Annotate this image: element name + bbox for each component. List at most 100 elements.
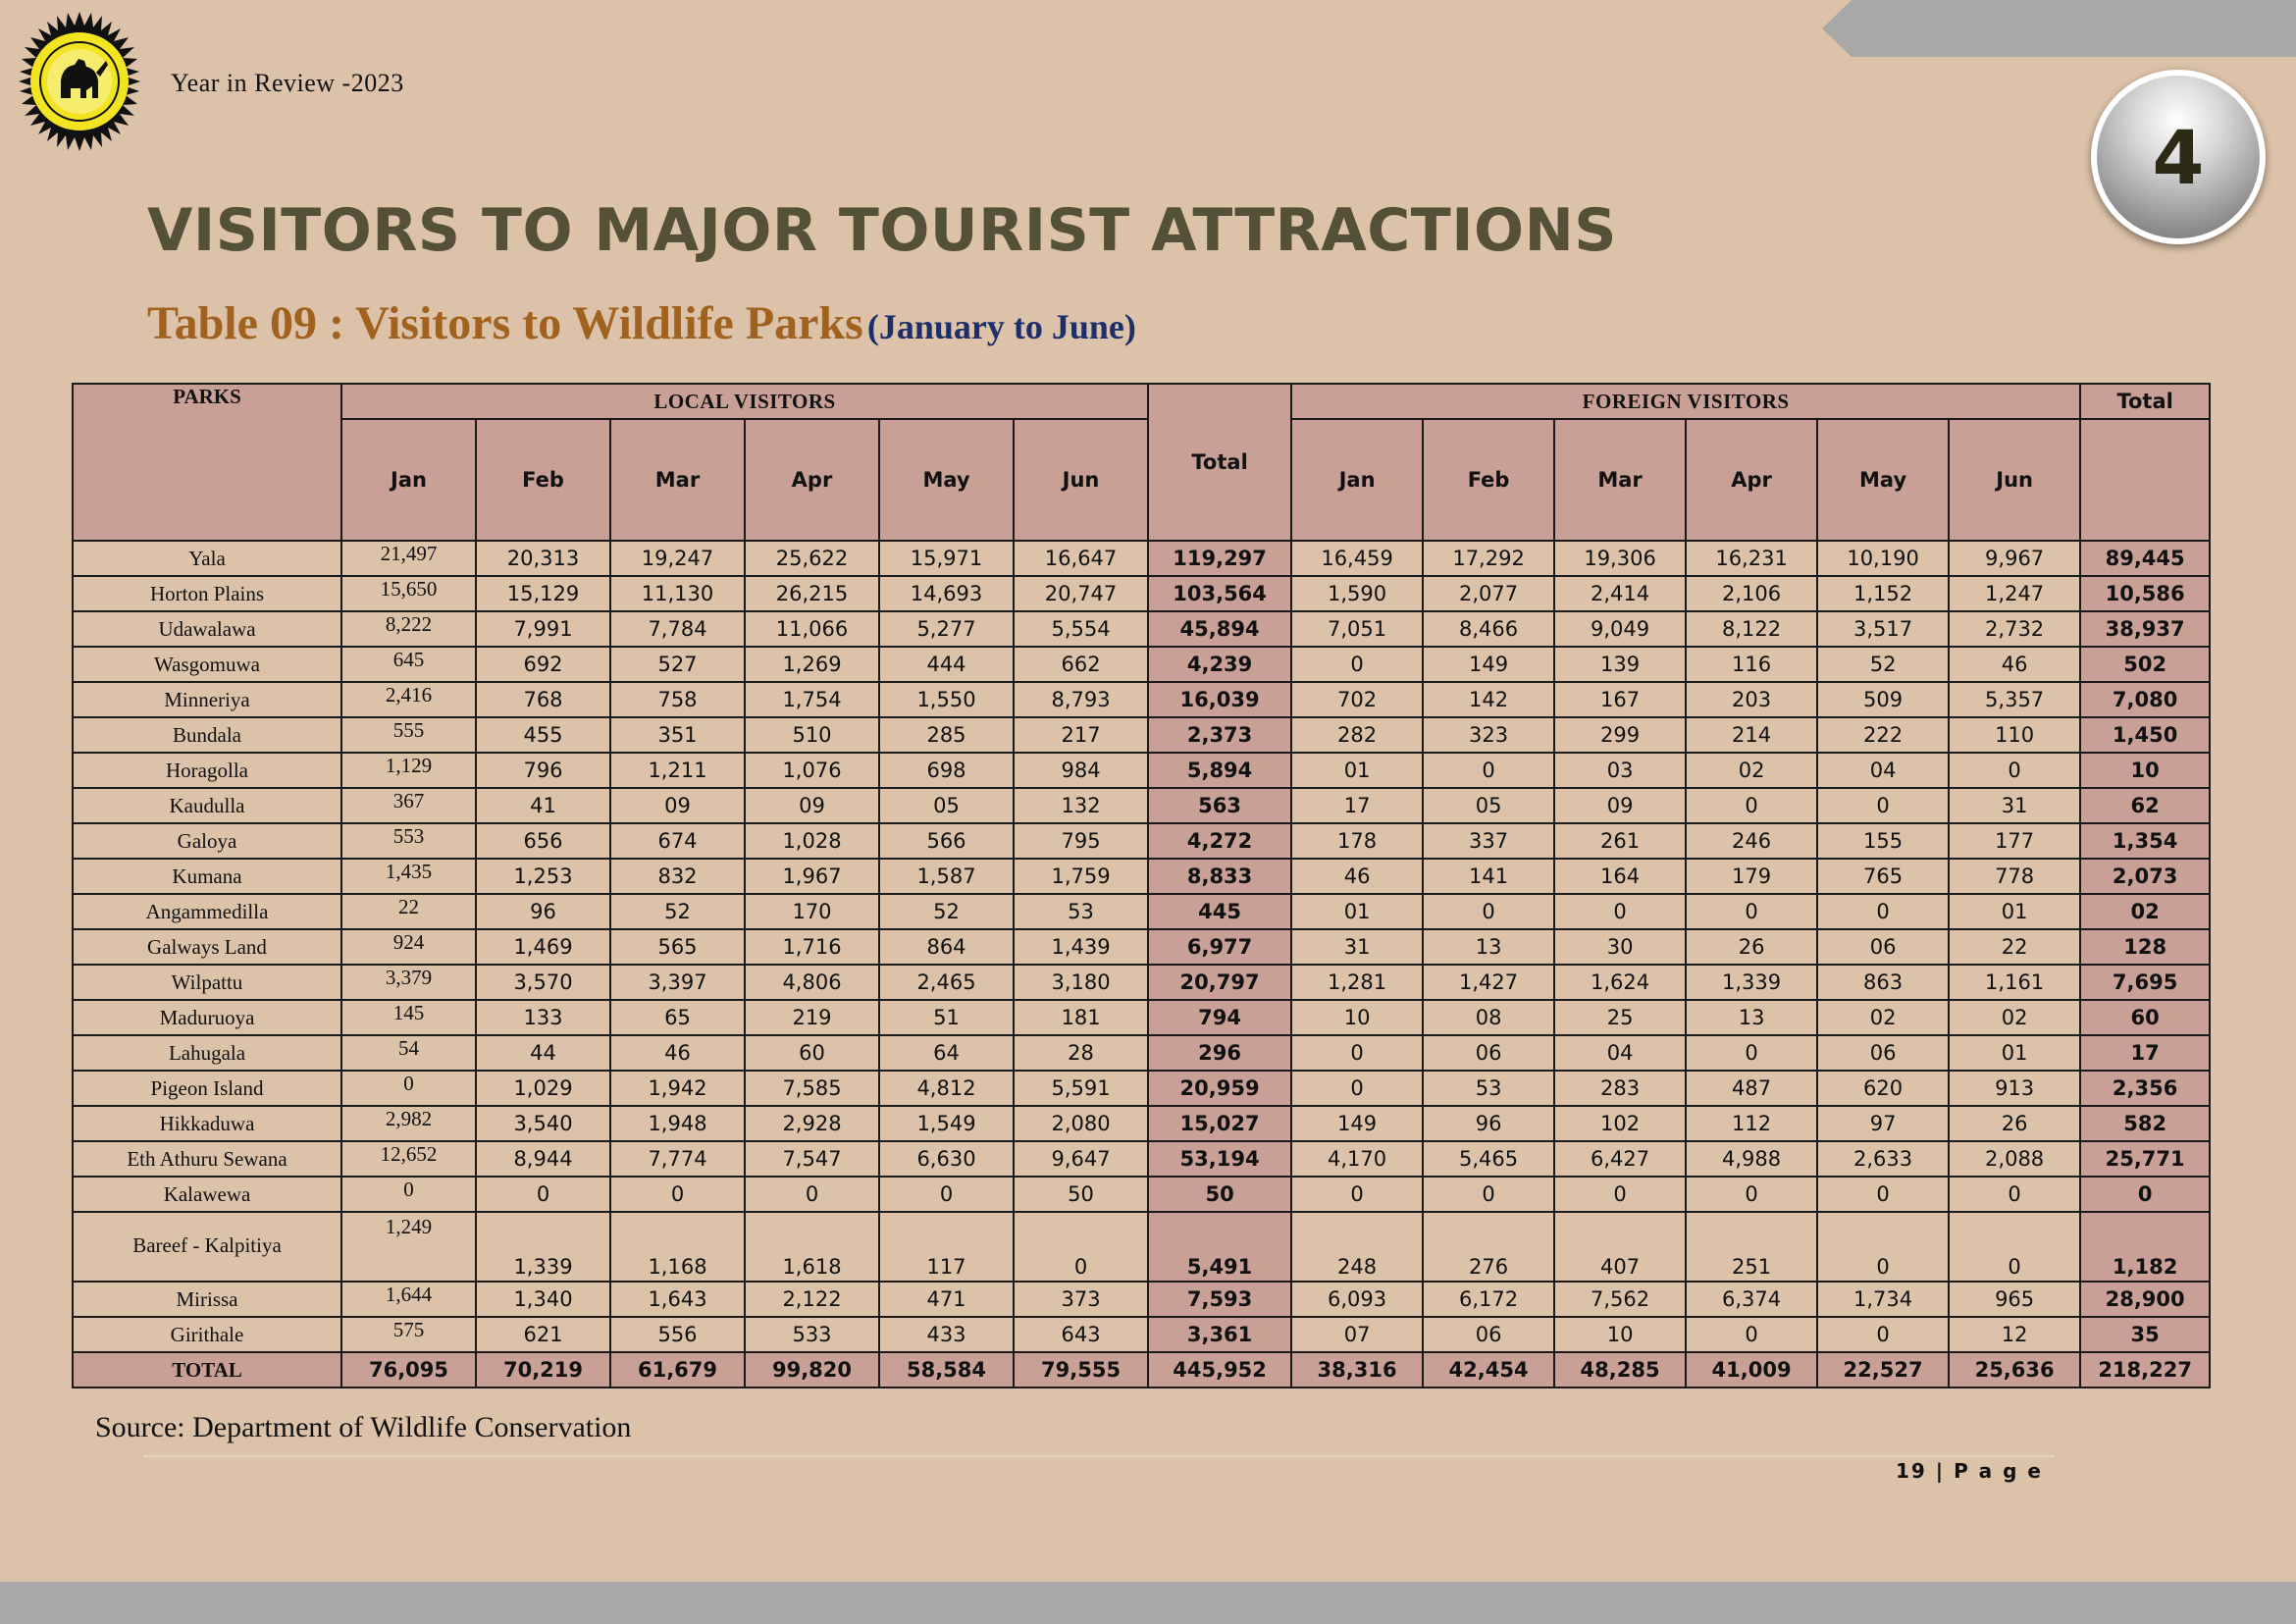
table-row: Galoya 553 656 674 1,028 566 795 4,272 178 337 261… bbox=[72, 822, 2212, 860]
local-value-cell: 181 bbox=[1012, 999, 1150, 1036]
local-value-cell: 8,222 bbox=[340, 610, 477, 648]
foreign-value-cell: 1,339 bbox=[1685, 964, 1819, 1001]
foreign-value-cell: 0 bbox=[1422, 752, 1556, 789]
local-value-cell: 1,029 bbox=[475, 1070, 611, 1107]
local-month-header: May bbox=[878, 418, 1015, 542]
park-name-cell: Galoya bbox=[72, 822, 342, 860]
local-value-cell: 1,754 bbox=[744, 681, 880, 718]
foreign-value-cell: 46 bbox=[1948, 646, 2082, 683]
foreign-value-cell: 1,247 bbox=[1948, 575, 2082, 612]
local-value-cell: 692 bbox=[475, 646, 611, 683]
local-value-cell: 145 bbox=[340, 999, 477, 1036]
foreign-value-cell: 112 bbox=[1685, 1105, 1819, 1142]
foreign-total-cell: 10,586 bbox=[2079, 575, 2212, 612]
visitors-table: PARKS LOCAL VISITORS Total FOREIGN VISIT… bbox=[72, 383, 2212, 1388]
local-value-cell: 527 bbox=[609, 646, 746, 683]
local-value-cell: 3,397 bbox=[609, 964, 746, 1001]
local-value-cell: 61,679 bbox=[609, 1351, 746, 1388]
park-name-cell: Kumana bbox=[72, 858, 342, 895]
foreign-value-cell: 149 bbox=[1422, 646, 1556, 683]
park-name-cell: Udawalawa bbox=[72, 610, 342, 648]
table-row: Mirissa 1,644 1,340 1,643 2,122 471 373 7,593 6,… bbox=[72, 1281, 2212, 1318]
foreign-value-cell: 01 bbox=[1290, 893, 1425, 930]
local-value-cell: 217 bbox=[1012, 716, 1150, 754]
sri-lanka-lion-seal-icon bbox=[19, 12, 140, 151]
table-row: Maduruoya 145 133 65 219 51 181 794 10 08 25 13 02 02… bbox=[72, 999, 2212, 1036]
foreign-value-cell: 0 bbox=[1553, 893, 1688, 930]
foreign-value-cell: 177 bbox=[1948, 822, 2082, 860]
local-value-cell: 99,820 bbox=[744, 1351, 880, 1388]
local-value-cell: 1,644 bbox=[340, 1281, 477, 1318]
park-name-cell: Bundala bbox=[72, 716, 342, 754]
local-value-cell: 768 bbox=[475, 681, 611, 718]
local-value-cell: 8,793 bbox=[1012, 681, 1150, 718]
local-value-cell: 7,774 bbox=[609, 1140, 746, 1178]
local-value-cell: 15,971 bbox=[878, 540, 1015, 577]
foreign-value-cell: 155 bbox=[1816, 822, 1951, 860]
foreign-value-cell: 16,231 bbox=[1685, 540, 1819, 577]
local-value-cell: 1,716 bbox=[744, 928, 880, 966]
foreign-value-cell: 06 bbox=[1422, 1034, 1556, 1072]
foreign-value-cell: 6,374 bbox=[1685, 1281, 1819, 1318]
local-value-cell: 351 bbox=[609, 716, 746, 754]
local-value-cell: 65 bbox=[609, 999, 746, 1036]
table-caption-main: Table 09 : Visitors to Wildlife Parks bbox=[147, 297, 863, 349]
local-value-cell: 1,435 bbox=[340, 858, 477, 895]
foreign-total-cell: 582 bbox=[2079, 1105, 2212, 1142]
foreign-value-cell: 22 bbox=[1948, 928, 2082, 966]
chapter-number: 4 bbox=[2152, 113, 2205, 201]
foreign-total-cell: 1,450 bbox=[2079, 716, 2212, 754]
local-value-cell: 170 bbox=[744, 893, 880, 930]
local-value-cell: 132 bbox=[1012, 787, 1150, 824]
local-value-cell: 0 bbox=[1012, 1211, 1150, 1283]
local-value-cell: 4,806 bbox=[744, 964, 880, 1001]
bottom-band-decoration bbox=[0, 1582, 2296, 1624]
local-total-cell: 445 bbox=[1147, 893, 1293, 930]
local-value-cell: 7,991 bbox=[475, 610, 611, 648]
foreign-value-cell: 110 bbox=[1948, 716, 2082, 754]
foreign-value-cell: 0 bbox=[1422, 893, 1556, 930]
foreign-value-cell: 0 bbox=[1685, 893, 1819, 930]
foreign-value-cell: 2,633 bbox=[1816, 1140, 1951, 1178]
local-value-cell: 367 bbox=[340, 787, 477, 824]
local-value-cell: 11,130 bbox=[609, 575, 746, 612]
local-value-cell: 96 bbox=[475, 893, 611, 930]
park-name-cell: Lahugala bbox=[72, 1034, 342, 1072]
local-value-cell: 1,948 bbox=[609, 1105, 746, 1142]
foreign-value-cell: 407 bbox=[1553, 1211, 1688, 1283]
foreign-value-cell: 53 bbox=[1422, 1070, 1556, 1107]
local-total-cell: 7,593 bbox=[1147, 1281, 1293, 1318]
foreign-value-cell: 0 bbox=[1290, 646, 1425, 683]
local-total-cell: 4,272 bbox=[1147, 822, 1293, 860]
foreign-total-cell: 38,937 bbox=[2079, 610, 2212, 648]
local-total-cell: 3,361 bbox=[1147, 1316, 1293, 1353]
local-total-cell: 15,027 bbox=[1147, 1105, 1293, 1142]
foreign-value-cell: 1,590 bbox=[1290, 575, 1425, 612]
local-value-cell: 662 bbox=[1012, 646, 1150, 683]
local-value-cell: 1,587 bbox=[878, 858, 1015, 895]
local-value-cell: 1,439 bbox=[1012, 928, 1150, 966]
local-value-cell: 796 bbox=[475, 752, 611, 789]
table-row: Eth Athuru Sewana 12,652 8,944 7,774 7,547 6,… bbox=[72, 1140, 2212, 1178]
local-value-cell: 09 bbox=[744, 787, 880, 824]
foreign-value-cell: 7,562 bbox=[1553, 1281, 1688, 1318]
table-row: Bareef - Kalpitiya 1,249 1,339 1,168 1,618 11… bbox=[72, 1211, 2212, 1283]
local-value-cell: 621 bbox=[475, 1316, 611, 1353]
table-row: Bundala 555 455 351 510 285 217 2,373 282 323 299 2… bbox=[72, 716, 2212, 754]
foreign-value-cell: 9,967 bbox=[1948, 540, 2082, 577]
foreign-value-cell: 1,427 bbox=[1422, 964, 1556, 1001]
foreign-value-cell: 0 bbox=[1290, 1070, 1425, 1107]
foreign-value-cell: 46 bbox=[1290, 858, 1425, 895]
foreign-value-cell: 19,306 bbox=[1553, 540, 1688, 577]
local-value-cell: 285 bbox=[878, 716, 1015, 754]
local-value-cell: 0 bbox=[340, 1176, 477, 1213]
local-value-cell: 0 bbox=[609, 1176, 746, 1213]
local-total-cell: 103,564 bbox=[1147, 575, 1293, 612]
local-total-cell: 445,952 bbox=[1147, 1351, 1293, 1388]
foreign-total-cell: 17 bbox=[2079, 1034, 2212, 1072]
local-value-cell: 471 bbox=[878, 1281, 1015, 1318]
local-value-cell: 1,942 bbox=[609, 1070, 746, 1107]
table-row: Kalawewa 0 0 0 0 0 50 50 0 0 0 0 0 0 0 bbox=[72, 1176, 2212, 1213]
local-value-cell: 1,028 bbox=[744, 822, 880, 860]
foreign-value-cell: 04 bbox=[1816, 752, 1951, 789]
